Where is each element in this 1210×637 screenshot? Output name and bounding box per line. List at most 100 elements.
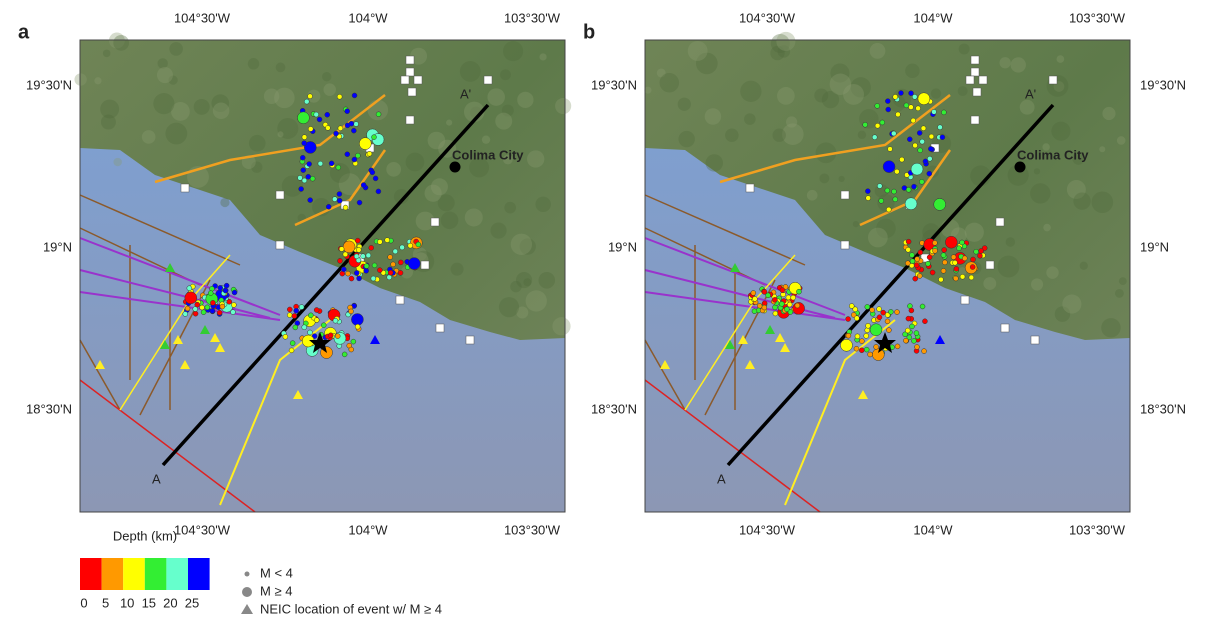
event [186,285,193,291]
event [351,156,358,163]
terrain [275,62,286,73]
station [275,190,285,200]
event [908,104,914,110]
terrain [958,43,970,55]
station [978,75,988,85]
terrain [1062,294,1082,314]
event [355,247,362,253]
event [892,94,899,100]
event [845,332,852,339]
event [932,240,938,246]
event [300,167,307,173]
event [914,256,920,262]
event [344,151,351,157]
terrain [869,43,886,59]
event [351,127,357,134]
event [353,270,360,276]
event [904,197,918,210]
event [892,196,899,203]
event [869,307,875,313]
terrain [74,73,87,86]
event [863,333,869,339]
event [907,136,913,143]
event [342,204,349,211]
event [325,204,332,210]
event [940,252,947,258]
terrain [510,233,533,255]
terrain [1072,152,1085,165]
terrain [427,131,446,150]
event [397,270,404,276]
top-tick-label: 104°W [913,10,953,25]
event [913,330,920,336]
terrain [815,142,837,164]
station [435,323,445,333]
plate-grid [79,194,241,416]
terrain [386,161,402,177]
station [413,75,423,85]
lat-tick-label: 19°N [608,239,637,254]
plate-grid [644,194,806,416]
city-label: Colima City [1017,147,1089,162]
event [895,111,901,118]
event [369,169,376,176]
event [230,309,236,315]
event [752,296,758,302]
event [891,188,897,195]
event [209,308,216,314]
event [904,327,911,334]
event [363,263,370,269]
terrain [930,88,942,99]
event [886,206,892,213]
depth-swatch [166,558,188,590]
event [920,125,927,132]
event [938,276,944,283]
event [914,344,920,350]
terrain [393,189,409,205]
terrain [1056,55,1065,63]
map-panel: A A' Colima City [644,31,1131,513]
event [182,311,189,317]
terrain [1118,277,1127,286]
terrain [1030,183,1051,204]
event [415,241,422,248]
station [395,295,405,305]
terrain [539,53,547,61]
event [337,258,343,264]
map-frame [79,39,566,513]
lat-tick-label: 19°30'N [26,77,72,92]
event [845,316,851,322]
event [772,297,778,303]
event [231,289,238,296]
terrain [169,42,183,56]
event [301,140,307,146]
terrain [957,267,967,276]
event [968,274,975,281]
event [927,155,933,162]
terrain [740,80,762,102]
neic-event [180,360,190,369]
terrain [510,280,522,293]
event [911,338,917,344]
terrain [876,218,896,239]
station [965,75,975,85]
terrain [806,189,818,201]
event [313,307,320,313]
event [351,313,364,326]
terrain [704,108,722,125]
event [306,161,312,167]
event [926,170,933,177]
profile-start: A [152,471,161,486]
neic-event [200,325,210,334]
terrain [1114,288,1124,298]
event [305,174,311,180]
neic-event [293,390,303,399]
event [204,304,211,311]
legend-large-event [242,587,252,597]
event [915,105,921,112]
event [908,90,914,96]
event [779,301,785,307]
event [194,301,201,308]
bottom-tick-label: 104°W [348,522,388,537]
bottom-tick-label: 104°W [913,522,953,537]
